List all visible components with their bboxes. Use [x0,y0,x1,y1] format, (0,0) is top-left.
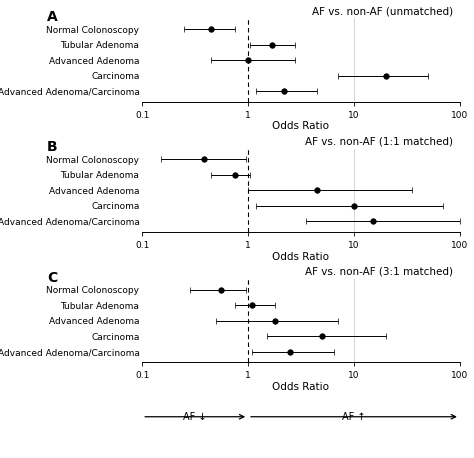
Text: C: C [47,271,57,284]
Text: A: A [47,10,58,24]
X-axis label: Odds Ratio: Odds Ratio [273,382,329,392]
Text: AF vs. non-AF (1:1 matched): AF vs. non-AF (1:1 matched) [305,136,454,147]
Text: AF vs. non-AF (3:1 matched): AF vs. non-AF (3:1 matched) [305,267,454,277]
Text: AF vs. non-AF (unmatched): AF vs. non-AF (unmatched) [312,6,454,16]
Text: B: B [47,140,57,154]
X-axis label: Odds Ratio: Odds Ratio [273,251,329,262]
Text: AF ↑: AF ↑ [342,412,365,422]
X-axis label: Odds Ratio: Odds Ratio [273,121,329,131]
Text: AF ↓: AF ↓ [183,412,207,422]
